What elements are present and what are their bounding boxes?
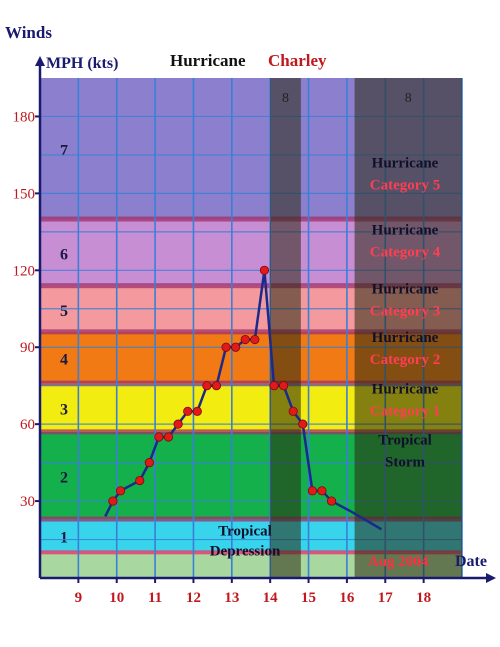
depression-line1: Tropical (218, 524, 272, 540)
category-line2: Category 3 (370, 303, 440, 319)
wind-point (163, 432, 174, 442)
wind-point (259, 265, 270, 275)
band-separator (40, 429, 462, 435)
category-line2: Category 5 (370, 178, 440, 194)
dark-region-label: 8 (282, 91, 289, 106)
wind-point (135, 475, 145, 486)
band-separator (40, 329, 462, 335)
category-line1: Hurricane (372, 281, 439, 297)
x-tick-label: 15 (301, 590, 316, 606)
category-line2: Category 2 (370, 352, 440, 368)
category-labels: Hurricane Category 5 Hurricane Category 4 Hu… (210, 156, 441, 560)
chart-title-right: Charley (268, 51, 327, 70)
x-tick-label: 12 (186, 590, 201, 606)
band-level-label: 5 (60, 303, 68, 320)
band-separator (40, 216, 462, 222)
wind-point (279, 381, 289, 391)
y-tick-label: 90 (20, 340, 35, 356)
band-level-label: 6 (60, 246, 68, 263)
category-line2: Storm (385, 455, 425, 471)
wind-point (317, 486, 327, 496)
band-level-label: 3 (60, 401, 68, 418)
band-level-label: 7 (60, 143, 68, 160)
wind-point (211, 381, 222, 391)
x-tick-label: 11 (148, 590, 162, 606)
band-separator (40, 283, 462, 289)
dark-region-label: 8 (405, 91, 412, 106)
y-tick-label: 60 (20, 417, 35, 433)
chart-title-left: Hurricane (170, 51, 246, 70)
x-tick-label: 18 (416, 590, 431, 606)
x-tick-label: 16 (339, 590, 355, 606)
category-line1: Hurricane (372, 381, 439, 397)
wind-point (250, 334, 260, 345)
wind-point (326, 496, 337, 506)
titles: Winds MPH (kts) Hurricane Charley Aug 2004 Da… (5, 23, 487, 570)
y-axis-arrow (35, 56, 45, 66)
category-line1: Hurricane (372, 156, 439, 172)
depression-line2: Depression (210, 544, 281, 560)
wind-point (183, 406, 193, 416)
wind-point (231, 342, 241, 352)
band-level-label: 4 (60, 351, 68, 368)
wind-series (104, 265, 383, 531)
x-tick-label: 17 (378, 590, 394, 606)
wind-point (154, 432, 164, 442)
category-line1: Hurricane (372, 330, 439, 346)
wind-point (202, 381, 212, 391)
wind-point (108, 496, 118, 506)
y-tick-label: 150 (13, 186, 36, 202)
wind-point (298, 419, 308, 429)
band-level-label: 2 (60, 469, 68, 486)
wind-point (115, 486, 126, 496)
wind-point (221, 342, 231, 352)
y-tick-label: 120 (13, 263, 36, 279)
x-axis-arrow (486, 573, 496, 583)
wind-point (288, 406, 298, 416)
wind-point (269, 381, 279, 391)
band-separator (40, 516, 462, 522)
x-tick-label: 13 (224, 590, 239, 606)
band-separator (40, 550, 462, 555)
y-axis-title: Winds (5, 23, 52, 42)
category-line2: Category 4 (370, 244, 441, 260)
x-axis-title: Date (455, 553, 487, 570)
category-line1: Tropical (378, 433, 432, 449)
band-level-label: 1 (60, 530, 68, 547)
band-separator (40, 380, 462, 386)
wind-point (307, 486, 317, 496)
y-tick-label: 180 (13, 109, 36, 125)
x-note: Aug 2004 (368, 554, 429, 570)
category-line2: Category 1 (370, 403, 440, 419)
x-tick-label: 14 (263, 590, 279, 606)
y-axis-units: MPH (kts) (46, 55, 118, 72)
wind-point (240, 334, 250, 345)
x-tick-label: 9 (75, 590, 83, 606)
dark-region (270, 78, 301, 578)
wind-point (144, 458, 154, 468)
dark-region (354, 78, 462, 578)
x-tick-label: 10 (109, 590, 124, 606)
y-tick-label: 30 (20, 494, 35, 510)
wind-point (173, 419, 183, 429)
wind-point (192, 406, 202, 416)
category-line1: Hurricane (372, 222, 439, 238)
